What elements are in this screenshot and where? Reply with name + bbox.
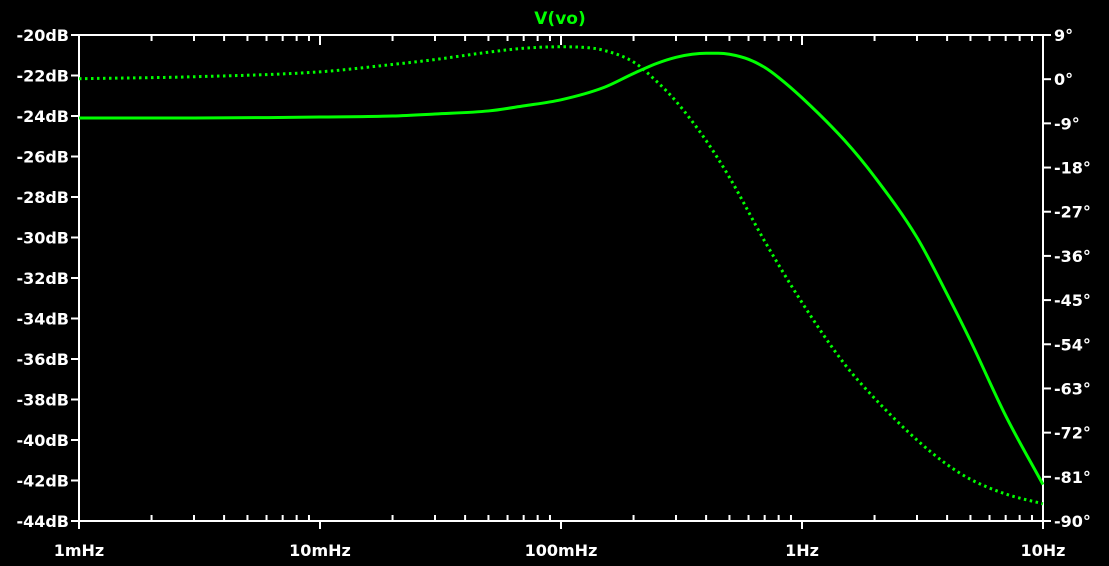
y-right-tick-label: -18°	[1054, 159, 1091, 178]
y-right-tick-label: -27°	[1054, 203, 1091, 222]
y-right-tick-label: 9°	[1054, 26, 1073, 45]
y-right-tick-label: -45°	[1054, 291, 1091, 310]
y-left-tick-label: -22dB	[16, 67, 69, 86]
x-tick-label: 1mHz	[54, 541, 105, 560]
y-left-tick-label: -30dB	[16, 229, 69, 248]
x-tick-label: 10mHz	[289, 541, 351, 560]
y-left-tick-label: -42dB	[16, 472, 69, 491]
chart-title: V(vo)	[534, 9, 585, 29]
y-right-tick-label: 0°	[1054, 70, 1073, 89]
y-left-tick-label: -24dB	[16, 107, 69, 126]
y-left-tick-label: -40dB	[16, 431, 69, 450]
y-right-tick-label: -63°	[1054, 379, 1091, 398]
y-left-tick-label: -34dB	[16, 310, 69, 329]
y-left-tick-label: -20dB	[16, 26, 69, 45]
y-left-tick-label: -28dB	[16, 188, 69, 207]
y-right-tick-label: -36°	[1054, 247, 1091, 266]
y-right-tick-label: -72°	[1054, 424, 1091, 443]
y-left-tick-label: -32dB	[16, 269, 69, 288]
y-right-tick-label: -9°	[1054, 114, 1080, 133]
x-tick-label: 100mHz	[525, 541, 598, 560]
y-left-tick-label: -36dB	[16, 350, 69, 369]
x-tick-label: 1Hz	[785, 541, 819, 560]
y-left-tick-label: -26dB	[16, 148, 69, 167]
y-left-tick-label: -44dB	[16, 512, 69, 531]
y-right-tick-label: -81°	[1054, 468, 1091, 487]
y-right-tick-label: -90°	[1054, 512, 1091, 531]
y-left-tick-label: -38dB	[16, 391, 69, 410]
x-tick-label: 10Hz	[1021, 541, 1066, 560]
y-right-tick-label: -54°	[1054, 335, 1091, 354]
